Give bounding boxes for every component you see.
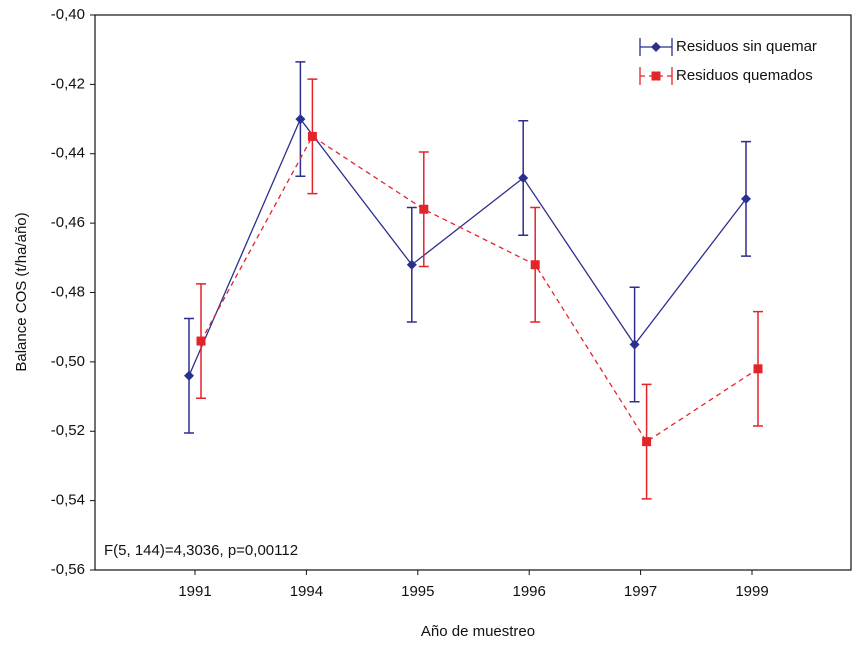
legend-label: Residuos sin quemar bbox=[676, 38, 817, 55]
y-tick-label: -0,52 bbox=[51, 422, 85, 439]
y-axis-label: Balance COS (t/ha/año) bbox=[13, 212, 30, 371]
marker bbox=[419, 204, 429, 214]
marker bbox=[196, 336, 206, 346]
marker bbox=[530, 260, 540, 270]
marker bbox=[741, 193, 751, 204]
marker bbox=[518, 173, 529, 184]
marker bbox=[406, 259, 417, 270]
marker bbox=[184, 370, 194, 381]
marker bbox=[651, 42, 661, 52]
y-tick-label: -0,56 bbox=[51, 561, 85, 578]
y-tick-label: -0,48 bbox=[51, 283, 85, 300]
series-line bbox=[200, 135, 759, 443]
annotation: F(5, 144)=4,3036, p=0,00112 bbox=[104, 542, 298, 559]
x-axis-label: Año de muestreo bbox=[421, 623, 535, 640]
y-tick-label: -0,42 bbox=[51, 75, 85, 92]
x-tick-label: 1997 bbox=[624, 583, 657, 600]
legend-label: Residuos quemados bbox=[676, 67, 813, 84]
marker bbox=[651, 71, 661, 81]
x-tick-label: 1995 bbox=[401, 583, 434, 600]
x-tick-label: 1999 bbox=[735, 583, 768, 600]
plot-frame bbox=[94, 14, 852, 571]
y-tick-label: -0,54 bbox=[51, 492, 85, 509]
x-tick-label: 1996 bbox=[513, 583, 546, 600]
marker bbox=[629, 339, 640, 350]
y-tick-label: -0,44 bbox=[51, 145, 85, 162]
marker bbox=[642, 437, 652, 447]
y-tick-label: -0,40 bbox=[51, 6, 85, 23]
marker bbox=[753, 364, 763, 374]
x-tick-label: 1991 bbox=[178, 583, 211, 600]
x-tick-label: 1994 bbox=[290, 583, 323, 600]
y-tick-label: -0,46 bbox=[51, 214, 85, 231]
legend-error bbox=[639, 38, 673, 56]
marker bbox=[307, 131, 317, 141]
legend-error bbox=[639, 67, 673, 85]
marker bbox=[295, 114, 306, 125]
series-line bbox=[188, 117, 747, 377]
y-tick-label: -0,50 bbox=[51, 353, 85, 370]
